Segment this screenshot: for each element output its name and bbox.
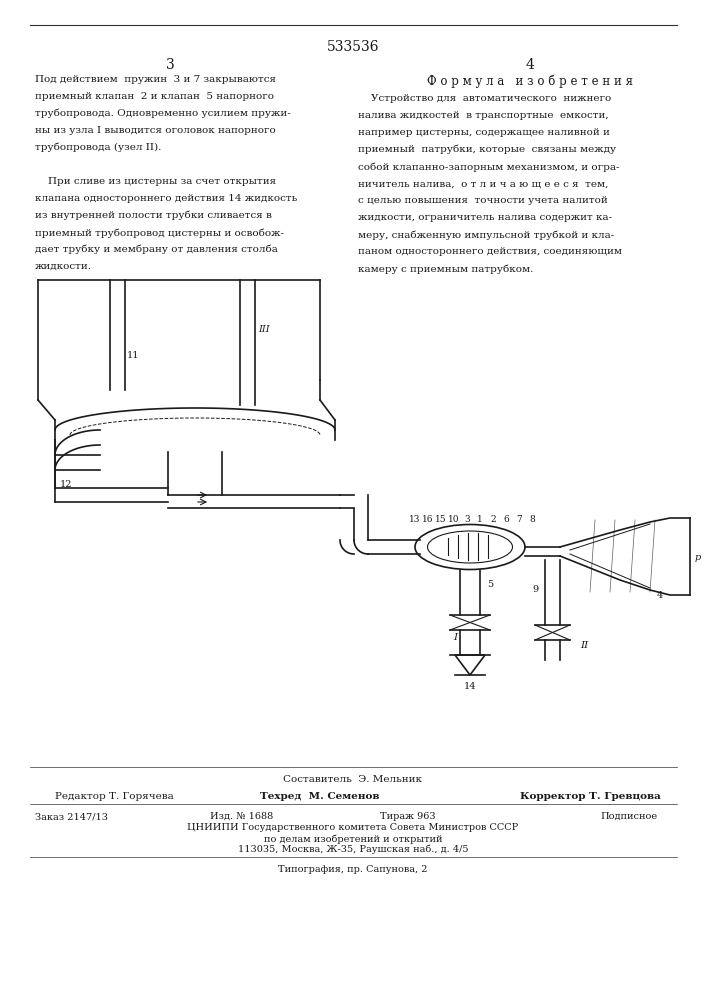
Text: с целью повышения  точности учета налитой: с целью повышения точности учета налитой [358,196,608,205]
Text: ничитель налива,  о т л и ч а ю щ е е с я  тем,: ничитель налива, о т л и ч а ю щ е е с я… [358,179,609,188]
Text: II: II [580,641,588,650]
Text: 2: 2 [490,515,496,524]
Text: трубопровода (узел II).: трубопровода (узел II). [35,143,161,152]
Text: p: p [695,552,701,562]
Text: 1: 1 [477,515,483,524]
Text: меру, снабженную импульсной трубкой и кла-: меру, снабженную импульсной трубкой и кл… [358,230,614,239]
Text: Подписное: Подписное [600,812,657,821]
Text: например цистерны, содержащее наливной и: например цистерны, содержащее наливной и [358,128,610,137]
Text: 10: 10 [448,515,460,524]
Text: приемный  патрубки, которые  связаны между: приемный патрубки, которые связаны между [358,145,616,154]
Text: 11: 11 [127,351,139,360]
Text: налива жидкостей  в транспортные  емкости,: налива жидкостей в транспортные емкости, [358,111,609,120]
Text: 6: 6 [503,515,509,524]
Text: 13: 13 [409,515,421,524]
Text: 4: 4 [525,58,534,72]
Text: Редактор Т. Горячева: Редактор Т. Горячева [55,792,174,801]
Text: Изд. № 1688: Изд. № 1688 [210,812,273,821]
Text: приемный трубопровод цистерны и освобож-: приемный трубопровод цистерны и освобож- [35,228,284,237]
Text: собой клапанно-запорным механизмом, и огра-: собой клапанно-запорным механизмом, и ог… [358,162,619,172]
Text: 3: 3 [165,58,175,72]
Text: 15: 15 [436,515,447,524]
Text: по делам изобретений и открытий: по делам изобретений и открытий [264,834,443,844]
Text: Корректор Т. Гревцова: Корректор Т. Гревцова [520,792,661,801]
Text: Под действием  пружин  3 и 7 закрываются: Под действием пружин 3 и 7 закрываются [35,75,276,84]
Text: трубопровода. Одновременно усилием пружи-: трубопровода. Одновременно усилием пружи… [35,109,291,118]
Text: Ф о р м у л а   и з о б р е т е н и я: Ф о р м у л а и з о б р е т е н и я [427,75,633,89]
Text: клапана одностороннего действия 14 жидкость: клапана одностороннего действия 14 жидко… [35,194,297,203]
Text: Составитель  Э. Мельник: Составитель Э. Мельник [284,775,423,784]
Text: приемный клапан  2 и клапан  5 напорного: приемный клапан 2 и клапан 5 напорного [35,92,274,101]
Text: 8: 8 [529,515,535,524]
Text: 3: 3 [464,515,470,524]
Text: III: III [258,326,269,334]
Text: 533536: 533536 [327,40,379,54]
Text: из внутренней полости трубки сливается в: из внутренней полости трубки сливается в [35,211,272,221]
Text: 16: 16 [422,515,434,524]
Text: Устройство для  автоматического  нижнего: Устройство для автоматического нижнего [358,94,612,103]
Text: Заказ 2147/13: Заказ 2147/13 [35,812,108,821]
Text: ны из узла I выводится оголовок напорного: ны из узла I выводится оголовок напорног… [35,126,276,135]
Text: жидкости.: жидкости. [35,262,92,271]
Text: 7: 7 [516,515,522,524]
Text: 14: 14 [464,682,477,691]
Text: 5: 5 [487,580,493,589]
Text: ЦНИИПИ Государственного комитета Совета Министров СССР: ЦНИИПИ Государственного комитета Совета … [187,823,519,832]
Text: 4: 4 [657,591,663,600]
Text: дает трубку и мембрану от давления столба: дает трубку и мембрану от давления столб… [35,245,278,254]
Text: Типография, пр. Сапунова, 2: Типография, пр. Сапунова, 2 [279,865,428,874]
Text: камеру с приемным патрубком.: камеру с приемным патрубком. [358,264,533,273]
Text: I: I [453,634,457,643]
Text: жидкости, ограничитель налива содержит ка-: жидкости, ограничитель налива содержит к… [358,213,612,222]
Text: При сливе из цистерны за счет открытия: При сливе из цистерны за счет открытия [35,177,276,186]
Text: 12: 12 [60,480,73,489]
Text: 9: 9 [532,585,538,594]
Text: Техред  М. Семенов: Техред М. Семенов [260,792,380,801]
Text: Тираж 963: Тираж 963 [380,812,436,821]
Text: паном одностороннего действия, соединяющим: паном одностороннего действия, соединяющ… [358,247,622,256]
Text: 113035, Москва, Ж-35, Раушская наб., д. 4/5: 113035, Москва, Ж-35, Раушская наб., д. … [238,845,468,854]
